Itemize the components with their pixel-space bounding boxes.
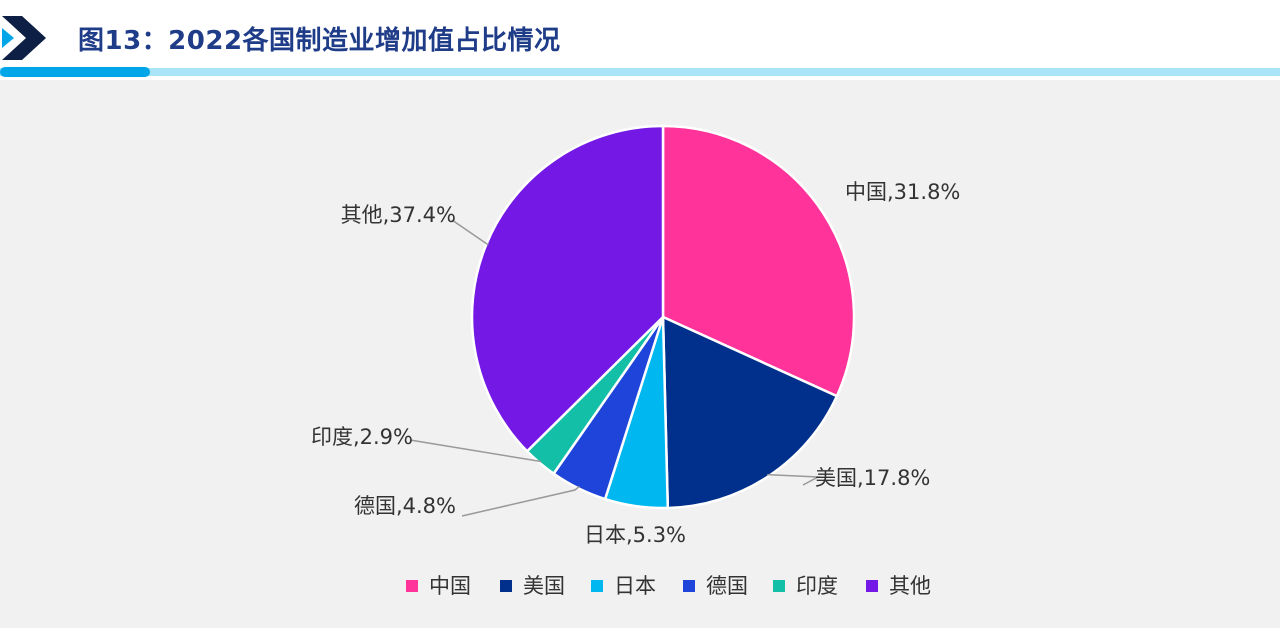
legend-label-india: 印度 (796, 574, 838, 598)
legend-swatch-germany (683, 580, 695, 592)
data-label-other: 其他,37.4% (341, 203, 456, 227)
legend-label-japan: 日本 (614, 574, 656, 598)
header: 图13：2022各国制造业增加值占比情况 (0, 0, 1280, 80)
data-label-germany: 德国,4.8% (354, 494, 456, 518)
data-label-india: 印度,2.9% (311, 425, 413, 449)
pie-slice-china (661, 124, 856, 398)
pie-chart: 中国,31.8% 美国,17.8% 日本,5.3% 德国,4.8% 印度,2.9% 其他,… (311, 124, 960, 598)
data-label-japan: 日本,5.3% (584, 523, 686, 547)
title-underline (0, 68, 1280, 76)
chevron-right-icon (2, 16, 46, 60)
leader-line-usa (767, 473, 821, 486)
title-underline-accent (0, 67, 150, 77)
data-label-china: 中国,31.8% (845, 180, 960, 204)
leader-line-germany (461, 485, 580, 517)
legend-swatch-usa (500, 580, 512, 592)
legend-swatch-china (406, 580, 418, 592)
legend-swatch-japan (591, 580, 603, 592)
legend-label-usa: 美国 (523, 574, 565, 598)
leader-line-other (451, 219, 489, 245)
legend-swatch-other (866, 580, 878, 592)
legend-label-china: 中国 (429, 574, 471, 598)
chart-panel: 中国,31.8% 美国,17.8% 日本,5.3% 德国,4.8% 印度,2.9% 其他,… (0, 80, 1280, 628)
legend-label-germany: 德国 (706, 574, 748, 598)
pie-slice-usa (661, 315, 839, 510)
legend-swatch-india (773, 580, 785, 592)
leader-line-india (409, 439, 542, 463)
legend-label-other: 其他 (889, 574, 931, 598)
data-label-usa: 美国,17.8% (815, 466, 930, 490)
page-title: 图13：2022各国制造业增加值占比情况 (78, 26, 561, 56)
